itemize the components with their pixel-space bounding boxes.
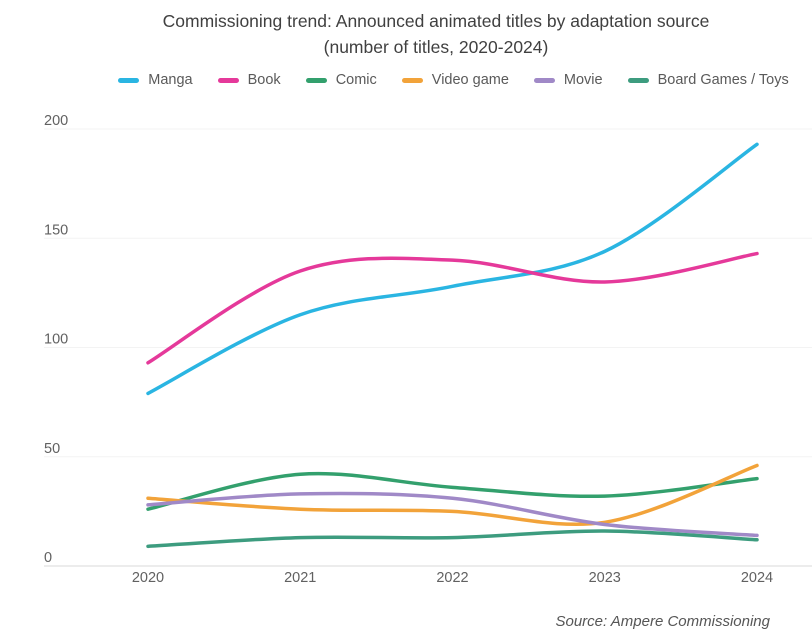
legend-label-book: Book [247,72,281,88]
chart-title-line2: (number of titles, 2020-2024) [323,36,549,57]
x-axis-tick-label: 2022 [436,570,468,586]
legend-swatch-video-game [401,77,423,83]
x-axis-tick-label: 2024 [741,570,773,586]
legend-item-manga: Manga [118,72,193,88]
x-axis-tick-label: 2023 [589,570,621,586]
series-line-comic [146,471,759,511]
legend-swatch-movie [533,77,555,83]
y-axis-tick-label: 50 [44,441,60,457]
legend-item-movie: Movie [533,72,603,88]
chart-title-line1: Commissioning trend: Announced animated … [162,11,710,31]
series-line-book [146,251,759,365]
legend-swatch-manga [118,77,140,83]
legend-item-book: Book [217,72,281,88]
y-axis-tick-label: 150 [44,222,68,238]
chart-title: Commissioning trend: Announced animated … [60,9,812,60]
legend-label-movie: Movie [563,72,603,88]
y-axis-tick-label: 100 [44,332,68,348]
source-note: Source: Ampere Commissioning [555,613,770,630]
legend: Manga Book Comic Video game Movie Board Games… [95,70,812,90]
legend-swatch-board-games-toys [627,77,649,83]
y-axis-tick-label: 0 [44,550,52,566]
y-axis-tick-label: 200 [44,113,68,129]
legend-label-comic: Comic [335,72,377,88]
x-axis-tick-label: 2021 [284,570,316,586]
legend-item-video-game: Video game [401,72,509,88]
x-axis-tick-label: 2020 [132,570,164,586]
legend-swatch-book [217,77,239,83]
legend-label-video-game: Video game [431,72,509,88]
legend-label-manga: Manga [148,72,193,88]
legend-label-board-games-toys: Board Games / Toys [657,72,789,88]
series-line-video-game [146,463,759,527]
series-line-movie [146,491,759,538]
series-line-manga [146,142,759,396]
legend-swatch-comic [305,77,327,83]
series-line-board-games-toys [146,529,759,549]
legend-item-board-games-toys: Board Games / Toys [627,72,789,88]
legend-item-comic: Comic [305,72,377,88]
